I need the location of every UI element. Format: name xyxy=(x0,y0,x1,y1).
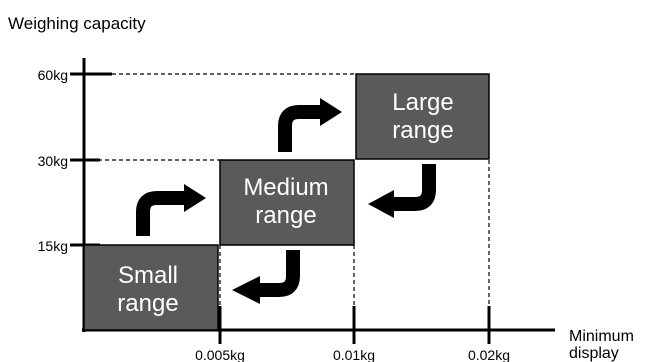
medium-range-label-line1: Medium xyxy=(243,174,328,201)
x-tick-marks xyxy=(218,306,491,344)
arrowhead-left-icon xyxy=(368,190,394,218)
y-tick-15kg: 15kg xyxy=(38,238,68,254)
large-range-label-line1: Large xyxy=(392,89,453,116)
arrowhead-right-icon xyxy=(320,98,342,126)
x-tick-001kg: 0.01kg xyxy=(333,347,375,362)
x-axis-title-line2: display xyxy=(569,345,619,362)
curved-down-left-arrow-icon xyxy=(258,250,300,297)
small-range-label-line1: Small xyxy=(118,262,178,289)
large-range-box xyxy=(355,73,490,160)
arrowhead-right-icon xyxy=(184,184,206,212)
x-axis-title-line1: Minimum xyxy=(569,328,634,345)
small-range-label-line2: range xyxy=(117,290,178,317)
y-tick-30kg: 30kg xyxy=(38,153,68,169)
medium-range-label-line2: range xyxy=(255,202,316,229)
arrowhead-left-icon xyxy=(232,276,260,304)
guide-lines xyxy=(84,73,490,330)
small-range-box xyxy=(83,244,219,331)
x-tick-002kg: 0.02kg xyxy=(468,347,510,362)
y-tick-60kg: 60kg xyxy=(38,67,68,83)
curved-down-left-arrow-icon xyxy=(392,164,436,211)
curved-up-right-arrow-icon xyxy=(278,105,322,152)
medium-range-box xyxy=(219,159,355,246)
x-tick-0005kg: 0.005kg xyxy=(195,347,245,362)
large-range-label-line2: range xyxy=(392,117,453,144)
y-axis-title: Weighing capacity xyxy=(8,14,146,33)
curved-up-right-arrow-icon xyxy=(136,191,186,236)
